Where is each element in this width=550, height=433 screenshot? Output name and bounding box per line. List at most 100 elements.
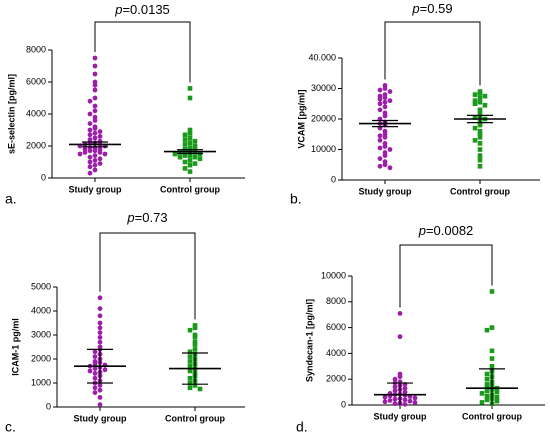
y-tick-label: 5000 [31,281,51,291]
data-point [377,163,383,169]
p-number: =0.0082 [426,223,473,238]
data-point [87,132,93,138]
data-point [87,121,93,126]
data-point [477,107,483,113]
data-point [377,101,383,107]
data-point [97,383,103,388]
data-point [192,323,198,328]
data-point [192,335,198,340]
data-point [182,132,188,138]
y-axis-label: ICAM-1 pg/ml [10,318,20,376]
y-tick-label: 2000 [326,374,346,384]
data-point [402,385,408,391]
x-tick-label: Study group [359,186,412,196]
data-point [472,125,478,131]
data-point [87,127,93,133]
data-point [97,335,103,340]
data-point [87,148,93,154]
data-point [489,325,495,330]
data-point [92,118,98,123]
data-point [97,395,103,400]
y-tick-label: 6000 [26,76,46,86]
y-tick-label: 30000 [311,83,336,93]
data-point [172,151,178,157]
data-point [402,401,408,407]
data-point [477,99,483,105]
data-point [97,313,103,319]
data-point [412,395,418,401]
data-point [82,150,88,155]
p-number: =0.0135 [122,2,169,17]
p-number: =0.73 [135,210,168,225]
data-point [92,71,98,77]
y-tick-label: 1000 [31,377,51,387]
p-number: =0.59 [420,1,453,16]
data-point [187,140,193,146]
data-point [92,82,98,88]
data-point [92,371,98,376]
data-point [87,98,93,104]
data-point [102,367,108,373]
data-point [387,98,393,104]
panel-label: a. [5,191,17,207]
data-point [187,349,193,355]
data-point [182,153,188,158]
y-tick-label: 6000 [326,322,346,332]
data-point [187,158,193,163]
data-point [382,144,388,149]
data-point [92,158,98,163]
y-tick-label: 0 [341,399,346,409]
data-point [187,327,193,333]
data-point [187,130,193,136]
data-point [387,89,393,94]
y-tick-label: 10000 [311,144,336,154]
data-point [92,375,98,381]
data-point [197,156,203,162]
error-bar [387,382,413,405]
panel-label: b. [290,191,302,207]
data-point [382,162,388,168]
data-point [187,162,193,168]
y-tick-label: 8000 [26,44,46,54]
data-point [377,137,383,143]
data-point [92,366,98,371]
data-point [402,397,408,403]
y-tick-label: 20000 [311,113,336,123]
data-point [484,393,490,399]
data-point [182,142,188,147]
data-point [102,151,108,157]
data-point [97,320,103,326]
y-tick-label: 0 [41,172,46,182]
y-tick-label: 40.000 [308,52,336,62]
data-point [192,154,198,160]
error-bar [372,119,398,128]
data-point [397,334,403,340]
data-point [472,138,478,143]
error-bar [467,114,493,124]
data-point [92,108,98,114]
data-point [97,134,103,139]
data-point [392,384,398,390]
y-tick-label: 4000 [31,305,51,315]
data-point [407,398,413,404]
data-point [382,153,388,159]
error-bar [82,141,108,148]
data-point [494,389,500,395]
data-point [482,102,488,108]
data-point [192,342,198,347]
data-point [479,400,485,405]
p-symbol: p [411,1,419,16]
data-point [382,394,388,400]
x-tick-label: Control group [462,411,522,421]
data-point [187,86,193,91]
p-value: p=0.73 [126,210,167,225]
data-point [392,376,398,382]
y-tick-label: 0 [331,174,336,184]
p-symbol: p [114,2,122,17]
data-point [192,325,198,331]
data-point [92,349,98,355]
data-point [187,368,193,374]
data-point [92,167,98,173]
error-bar [479,368,505,405]
